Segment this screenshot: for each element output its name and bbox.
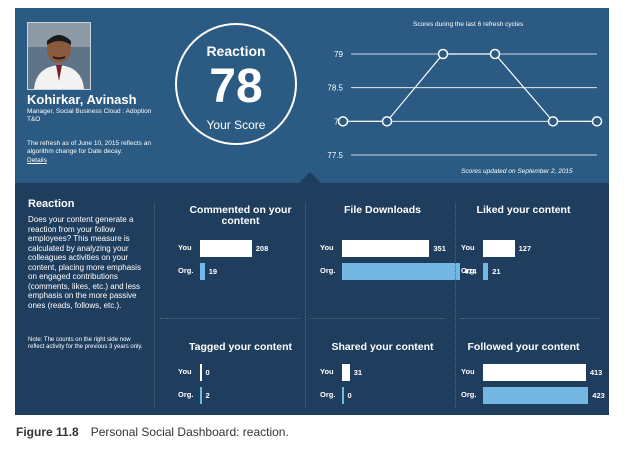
grid-separator	[305, 203, 306, 408]
metric-title: Commented on your content	[189, 204, 292, 227]
you-bar	[200, 240, 252, 257]
details-link[interactable]: Details	[27, 157, 47, 164]
org-value: 19	[208, 267, 218, 276]
caption-text: Personal Social Dashboard: reaction.	[90, 425, 289, 439]
you-value: 208	[255, 244, 269, 253]
org-value: 2	[205, 391, 210, 400]
you-bar	[342, 364, 350, 381]
score-value: 78	[209, 60, 263, 113]
org-row-label: Org.	[320, 266, 336, 275]
metric-title: Tagged your content	[188, 341, 293, 353]
you-row-label: You	[461, 367, 475, 376]
score-circle	[175, 23, 297, 145]
org-bar	[342, 387, 344, 404]
org-row-label: Org.	[461, 266, 477, 275]
refresh-note: The refresh as of June 10, 2015 reflects…	[27, 140, 151, 155]
trend-title: Scores during the last 6 refresh cycles	[413, 21, 524, 28]
you-row-label: You	[320, 243, 334, 252]
org-bar	[342, 263, 460, 280]
trend-point	[381, 116, 393, 127]
trend-line	[343, 53, 597, 122]
you-row-label: You	[178, 367, 192, 376]
org-bar	[200, 263, 205, 280]
org-value: 423	[592, 391, 605, 400]
org-bar	[200, 387, 202, 404]
y-tick-label: 78.5	[327, 84, 343, 93]
trend-point	[437, 48, 449, 60]
reaction-dashboard: Kohirkar, Avinash Manager, Social Busine…	[15, 8, 609, 415]
grid-separator	[460, 318, 600, 319]
org-value: 21	[492, 267, 501, 276]
org-row-label: Org.	[178, 390, 194, 399]
you-row-label: You	[178, 243, 192, 252]
org-row-label: Org.	[178, 266, 194, 275]
profile-name: Kohirkar, Avinash	[27, 92, 137, 107]
trend-point	[489, 48, 501, 60]
metric-title: Liked your content	[476, 204, 571, 216]
score-label: Reaction	[206, 43, 266, 59]
header-pointer	[299, 172, 321, 183]
grid-separator	[160, 318, 300, 319]
you-row-label: You	[461, 243, 475, 252]
you-value: 127	[518, 244, 532, 253]
y-tick-label: 77.5	[327, 151, 343, 160]
you-bar	[483, 364, 586, 381]
y-tick-label: 79	[334, 50, 343, 59]
you-bar	[342, 240, 430, 257]
profile-photo	[27, 22, 91, 90]
you-row-label: You	[320, 367, 334, 376]
reaction-note: Note: The counts on the right side now r…	[28, 337, 143, 350]
trend-point	[591, 116, 603, 127]
score-subtitle: Your Score	[206, 118, 266, 132]
reaction-description: Does your content generate a reaction fr…	[28, 215, 141, 310]
reaction-title: Reaction	[28, 198, 75, 210]
divider	[154, 203, 156, 408]
caption-label: Figure 11.8	[16, 425, 79, 439]
you-bar	[483, 240, 515, 257]
you-value: 351	[433, 244, 446, 253]
trend-point	[547, 116, 559, 127]
you-bar	[200, 364, 202, 381]
figure-caption: Figure 11.8 Personal Social Dashboard: re…	[16, 425, 289, 439]
trend-point	[337, 116, 349, 127]
you-value: 31	[353, 368, 363, 377]
you-value: 413	[589, 368, 603, 377]
org-bar	[483, 263, 489, 280]
profile-role: Manager, Social Business Cloud : Adoptio…	[27, 108, 152, 123]
metric-title: File Downloads	[343, 204, 421, 216]
dashboard-header-panel: Kohirkar, Avinash Manager, Social Busine…	[15, 8, 609, 183]
metric-title: Shared your content	[331, 341, 434, 353]
org-value: 474	[464, 267, 477, 276]
grid-separator	[310, 318, 445, 319]
org-row-label: Org.	[320, 390, 336, 399]
org-bar	[483, 387, 589, 404]
trend-updated: Scores updated on September 2, 2015	[461, 168, 573, 175]
org-value: 0	[347, 391, 352, 400]
org-row-label: Org.	[461, 390, 477, 399]
you-value: 0	[205, 368, 210, 377]
grid-separator	[455, 203, 456, 408]
metric-title: Followed your content	[467, 341, 580, 353]
